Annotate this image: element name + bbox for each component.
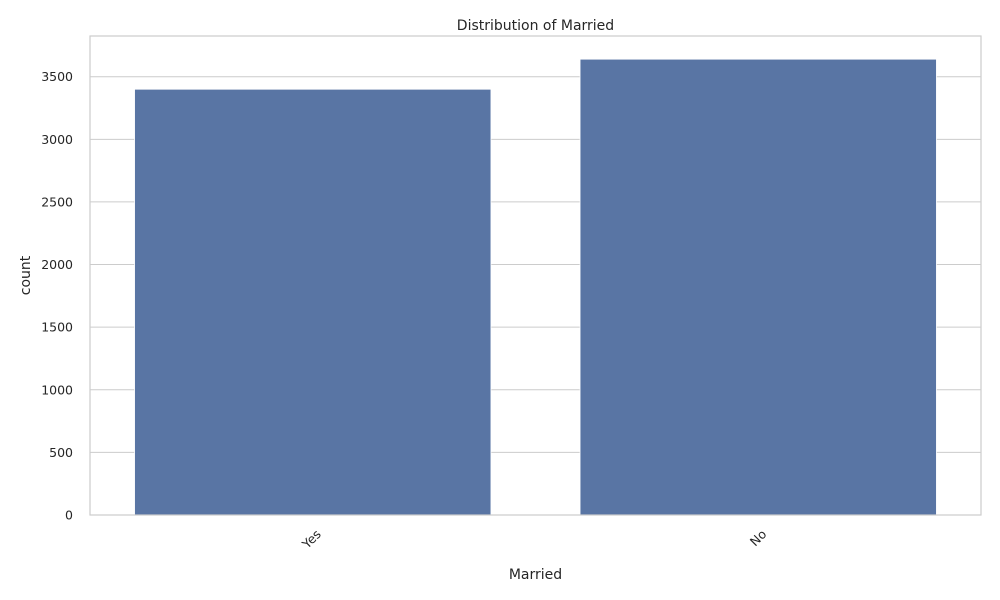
bars xyxy=(134,58,937,516)
y-tick-label: 0 xyxy=(65,508,73,523)
y-tick-label: 2500 xyxy=(41,194,73,209)
chart-title: Distribution of Married xyxy=(457,18,614,34)
x-axis-label: Married xyxy=(509,567,562,583)
x-tick-label-yes: Yes xyxy=(298,527,324,553)
y-tick-label: 3000 xyxy=(41,132,73,147)
plot-frame xyxy=(89,35,982,516)
x-tick-labels: Yes No xyxy=(298,527,769,553)
y-tick-label: 3500 xyxy=(41,69,73,84)
bar-no xyxy=(579,58,937,516)
x-tick-label-no: No xyxy=(747,527,770,550)
y-tick-label: 1500 xyxy=(41,320,73,335)
y-tick-label: 2000 xyxy=(41,257,73,272)
bar-yes xyxy=(134,88,492,516)
y-axis-label: count xyxy=(18,255,34,295)
y-tick-label: 1000 xyxy=(41,382,73,397)
y-tick-label: 500 xyxy=(49,445,73,460)
y-tick-labels: 0 500 1000 1500 2000 2500 3000 3500 xyxy=(41,69,73,522)
